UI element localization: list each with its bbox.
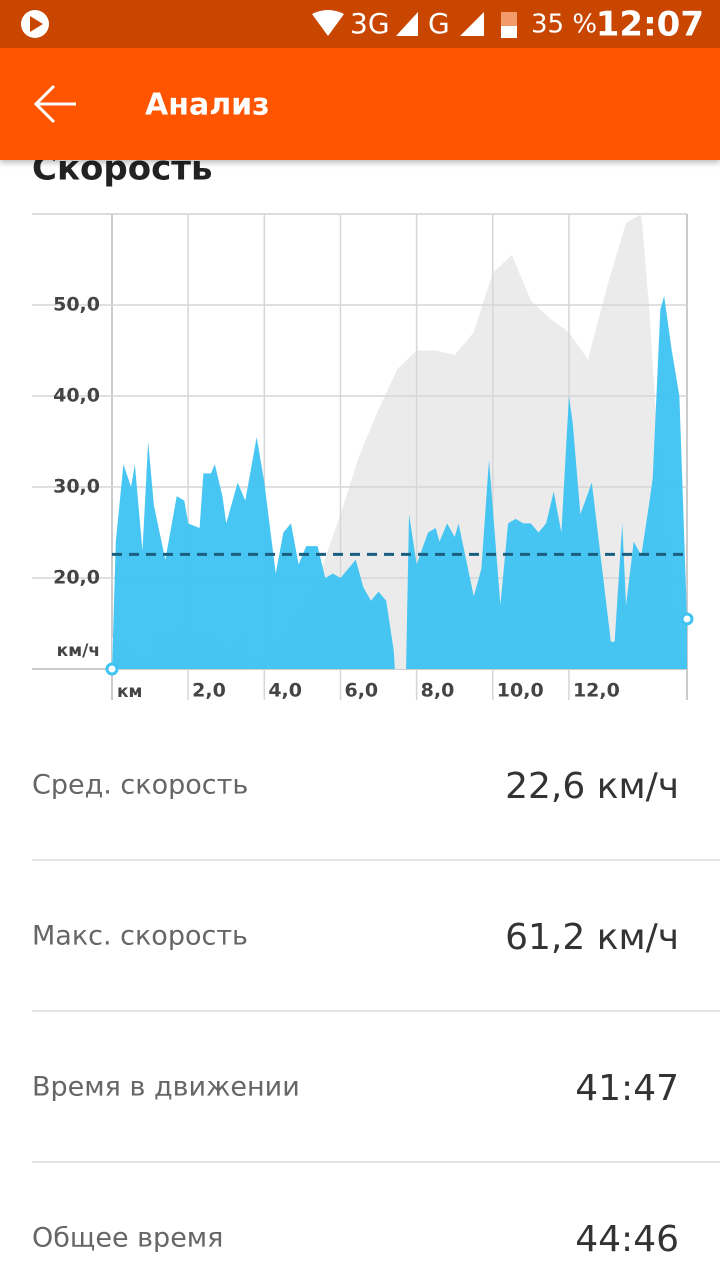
y-unit-label: км/ч	[57, 641, 100, 661]
app-title: Анализ	[145, 88, 270, 123]
y-tick-label: 20,0	[53, 567, 100, 589]
signal-icon	[396, 12, 418, 36]
x-tick-label: 2,0	[192, 680, 226, 702]
stats-list: Сред. скорость 22,6 км/ч Макс. скорость 61,…	[32, 766, 720, 1260]
play-icon-triangle	[30, 16, 43, 32]
stat-value: 61,2 км/ч	[505, 917, 679, 958]
network-label: 3G	[350, 7, 390, 40]
battery-level	[501, 26, 517, 38]
wifi-icon	[312, 10, 344, 36]
x-tick-label: 6,0	[344, 680, 378, 702]
back-button[interactable]	[33, 84, 76, 124]
network2-label: G	[428, 7, 450, 40]
x-unit-label: км	[117, 682, 142, 702]
y-tick-label: 50,0	[53, 294, 100, 316]
start-point	[105, 662, 119, 676]
battery-label: 35 %	[531, 10, 597, 40]
status-bar	[0, 0, 720, 48]
stat-value: 41:47	[575, 1068, 679, 1109]
stat-label: Общее время	[32, 1223, 223, 1254]
y-tick-label: 30,0	[53, 476, 100, 498]
x-tick-label: 10,0	[497, 680, 544, 702]
speed-area	[112, 295, 687, 669]
x-tick-label: 4,0	[268, 680, 302, 702]
chart: 20,0 30,0 40,0 50,0 2,0 4,0 6,0 8,0 10,0 12,0 км/ч…	[32, 213, 694, 702]
stat-value: 44:46	[575, 1219, 679, 1260]
x-tick-label: 12,0	[573, 680, 620, 702]
x-tick-label: 8,0	[421, 680, 455, 702]
stat-label: Сред. скорость	[32, 770, 248, 801]
stat-value: 22,6 км/ч	[505, 766, 679, 807]
end-point	[680, 612, 694, 626]
stat-label: Макс. скорость	[32, 921, 248, 952]
stat-label: Время в движении	[32, 1072, 300, 1103]
signal-icon	[460, 12, 484, 36]
y-tick-label: 40,0	[53, 385, 100, 407]
clock: 12:07	[596, 5, 704, 45]
app-bar	[0, 48, 720, 160]
